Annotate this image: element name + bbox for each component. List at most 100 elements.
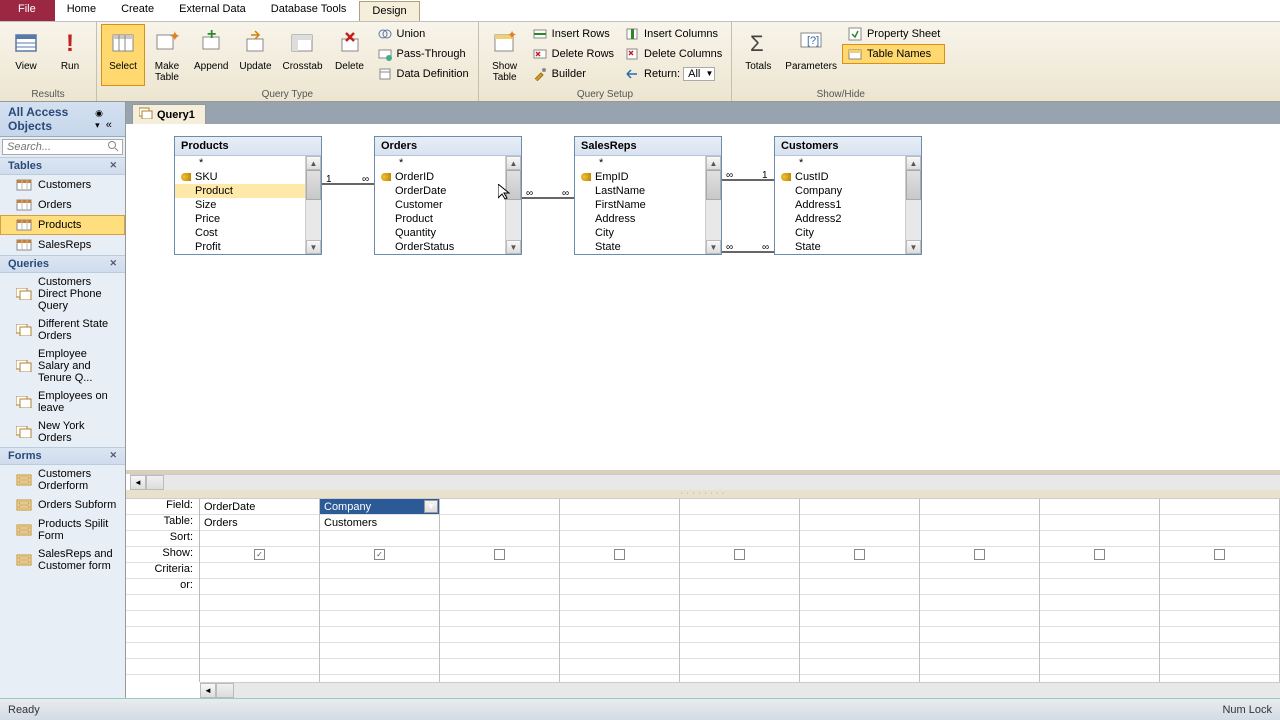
view-switch-icon[interactable] bbox=[146, 475, 164, 490]
cell-blank[interactable] bbox=[920, 675, 1039, 682]
cell-show[interactable] bbox=[1160, 547, 1279, 563]
field-orderstatus[interactable]: OrderStatus bbox=[375, 240, 505, 254]
cell-field[interactable] bbox=[1040, 499, 1159, 515]
grid-column[interactable]: Company▼Customers✓ bbox=[320, 499, 440, 682]
cell-blank[interactable] bbox=[440, 643, 559, 659]
scroll-down-icon[interactable]: ▼ bbox=[506, 240, 521, 254]
cell-table[interactable] bbox=[680, 515, 799, 531]
cell-criteria[interactable] bbox=[920, 563, 1039, 579]
cell-blank[interactable] bbox=[1040, 595, 1159, 611]
grid-column[interactable] bbox=[560, 499, 680, 682]
showtable-button[interactable]: ✦Show Table bbox=[483, 24, 527, 86]
cell-blank[interactable] bbox=[1040, 659, 1159, 675]
field-address1[interactable]: Address1 bbox=[775, 198, 905, 212]
field-empid[interactable]: EmpID bbox=[575, 170, 705, 184]
checkbox[interactable] bbox=[614, 549, 625, 560]
tablebox-header[interactable]: SalesReps bbox=[575, 137, 721, 156]
tab-external-data[interactable]: External Data bbox=[167, 0, 259, 21]
collapse-icon[interactable]: ✕ bbox=[109, 450, 117, 462]
grid-column[interactable] bbox=[440, 499, 560, 682]
cell-blank[interactable] bbox=[800, 659, 919, 675]
cell-blank[interactable] bbox=[560, 595, 679, 611]
propsheet-button[interactable]: Property Sheet bbox=[842, 24, 945, 44]
checkbox[interactable]: ✓ bbox=[254, 549, 265, 560]
field-state[interactable]: State bbox=[775, 240, 905, 254]
nav-item-customers[interactable]: Customers bbox=[0, 175, 125, 195]
cell-blank[interactable] bbox=[200, 659, 319, 675]
splitter[interactable]: ∙ ∙ ∙ ∙ ∙ ∙ ∙ ∙ bbox=[126, 490, 1280, 498]
datadef-button[interactable]: Data Definition bbox=[372, 64, 474, 84]
tablenames-button[interactable]: Table Names bbox=[842, 44, 945, 64]
tab-file[interactable]: File bbox=[0, 0, 55, 21]
checkbox[interactable]: ✓ bbox=[374, 549, 385, 560]
cell-blank[interactable] bbox=[800, 611, 919, 627]
cell-blank[interactable] bbox=[920, 643, 1039, 659]
cell-or[interactable] bbox=[1160, 579, 1279, 595]
field-lastname[interactable]: LastName bbox=[575, 184, 705, 198]
checkbox[interactable] bbox=[1094, 549, 1105, 560]
cell-sort[interactable] bbox=[1160, 531, 1279, 547]
cell-blank[interactable] bbox=[680, 643, 799, 659]
cell-blank[interactable] bbox=[560, 659, 679, 675]
checkbox[interactable] bbox=[854, 549, 865, 560]
run-button[interactable]: !Run bbox=[48, 24, 92, 86]
collapse-icon[interactable]: ✕ bbox=[109, 258, 117, 270]
cell-blank[interactable] bbox=[1160, 659, 1279, 675]
cell-blank[interactable] bbox=[200, 627, 319, 643]
nav-item-orders[interactable]: Orders bbox=[0, 195, 125, 215]
cell-blank[interactable] bbox=[920, 659, 1039, 675]
grid-column[interactable]: OrderDateOrders✓ bbox=[200, 499, 320, 682]
collapse-icon[interactable]: ✕ bbox=[109, 160, 117, 172]
union-button[interactable]: Union bbox=[372, 24, 474, 44]
cell-field[interactable] bbox=[680, 499, 799, 515]
cell-blank[interactable] bbox=[800, 675, 919, 682]
cell-blank[interactable] bbox=[1160, 611, 1279, 627]
scrollbar[interactable]: ▲▼ bbox=[305, 156, 321, 254]
return-combo[interactable]: All▼ bbox=[683, 67, 715, 81]
join-line[interactable]: 1∞ bbox=[322, 174, 374, 194]
nav-item-customers-orderform[interactable]: Customers Orderform bbox=[0, 465, 125, 495]
field-size[interactable]: Size bbox=[175, 198, 305, 212]
cell-blank[interactable] bbox=[1040, 627, 1159, 643]
delete-button[interactable]: Delete bbox=[328, 24, 372, 86]
tablebox-customers[interactable]: Customers*CustIDCompanyAddress1Address2C… bbox=[774, 136, 922, 255]
deletecols-button[interactable]: Delete Columns bbox=[619, 44, 727, 64]
search-input[interactable] bbox=[2, 139, 123, 155]
cell-blank[interactable] bbox=[680, 627, 799, 643]
hscroll-left-icon[interactable]: ◄ bbox=[130, 475, 146, 490]
cell-table[interactable] bbox=[800, 515, 919, 531]
field-star[interactable]: * bbox=[175, 156, 305, 170]
cell-show[interactable] bbox=[680, 547, 799, 563]
field-company[interactable]: Company bbox=[775, 184, 905, 198]
field-orderdate[interactable]: OrderDate bbox=[375, 184, 505, 198]
tablebox-salesreps[interactable]: SalesReps*EmpIDLastNameFirstNameAddressC… bbox=[574, 136, 722, 255]
cell-sort[interactable] bbox=[800, 531, 919, 547]
cell-blank[interactable] bbox=[680, 675, 799, 682]
nav-item-new-york-orders[interactable]: New York Orders bbox=[0, 417, 125, 447]
grid-hscroll-left-icon[interactable]: ◄ bbox=[200, 683, 216, 698]
scroll-up-icon[interactable]: ▲ bbox=[306, 156, 321, 170]
query-design-upper[interactable]: 1∞∞∞∞1∞∞Products*SKUProductSizePriceCost… bbox=[126, 124, 1280, 474]
join-line[interactable]: ∞∞ bbox=[522, 188, 574, 208]
cell-table[interactable] bbox=[1040, 515, 1159, 531]
cell-criteria[interactable] bbox=[200, 563, 319, 579]
cell-blank[interactable] bbox=[440, 611, 559, 627]
cell-or[interactable] bbox=[1040, 579, 1159, 595]
nav-item-salesreps[interactable]: SalesReps bbox=[0, 235, 125, 255]
nav-collapse-icon[interactable]: « bbox=[106, 119, 112, 131]
checkbox[interactable] bbox=[734, 549, 745, 560]
cell-show[interactable]: ✓ bbox=[320, 547, 439, 563]
cell-or[interactable] bbox=[920, 579, 1039, 595]
cell-field[interactable] bbox=[800, 499, 919, 515]
grid-column[interactable] bbox=[920, 499, 1040, 682]
parameters-button[interactable]: [?]Parameters bbox=[780, 24, 842, 86]
field-product[interactable]: Product bbox=[375, 212, 505, 226]
field-state[interactable]: State bbox=[575, 240, 705, 254]
grid-column[interactable] bbox=[1160, 499, 1280, 682]
update-button[interactable]: Update bbox=[233, 24, 277, 86]
field-quantity[interactable]: Quantity bbox=[375, 226, 505, 240]
field-address2[interactable]: Address2 bbox=[775, 212, 905, 226]
scroll-up-icon[interactable]: ▲ bbox=[706, 156, 721, 170]
nav-menu-icon[interactable]: ◉ ▾ bbox=[95, 108, 103, 130]
cell-table[interactable]: Orders bbox=[200, 515, 319, 531]
